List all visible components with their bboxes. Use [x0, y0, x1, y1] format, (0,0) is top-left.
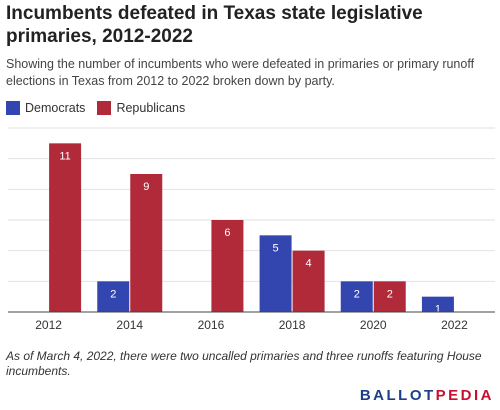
data-label-democrats-2018: 5	[273, 242, 279, 254]
data-label-democrats-2022: 1	[435, 304, 441, 316]
logo-part-ballot: BALLOT	[359, 387, 436, 404]
legend-item-republicans: Republicans	[97, 101, 185, 115]
bar-republicans-2018	[292, 250, 325, 312]
bar-republicans-2016	[211, 220, 244, 312]
chart-title: Incumbents defeated in Texas state legis…	[6, 3, 423, 47]
x-tick-label-2020: 2020	[360, 318, 387, 332]
data-label-democrats-2020: 2	[354, 288, 360, 300]
legend: Democrats Republicans	[6, 101, 197, 115]
data-label-democrats-2014: 2	[110, 288, 116, 300]
chart-subtitle: Showing the number of incumbents who wer…	[6, 57, 475, 88]
legend-label-democrats: Democrats	[25, 101, 86, 115]
bar-democrats-2022	[421, 296, 454, 312]
legend-label-republicans: Republicans	[116, 101, 186, 115]
bar-republicans-2012	[49, 143, 82, 312]
x-tick-label-2014: 2014	[116, 318, 143, 332]
footnote: As of March 4, 2022, there were two unca…	[6, 349, 482, 378]
data-label-republicans-2020: 2	[387, 288, 393, 300]
data-label-republicans-2016: 6	[224, 227, 230, 239]
x-tick-label-2016: 2016	[198, 318, 225, 332]
bar-republicans-2020	[373, 281, 406, 312]
bar-democrats-2020	[340, 281, 373, 312]
legend-swatch-democrats	[6, 101, 20, 115]
ballotpedia-logo: BALLOTPEDIA	[360, 387, 494, 404]
data-label-republicans-2012: 11	[59, 150, 70, 162]
bar-democrats-2014	[97, 281, 130, 312]
data-label-republicans-2018: 4	[306, 258, 312, 270]
logo-part-pedia: PEDIA	[435, 387, 494, 404]
x-tick-label-2018: 2018	[279, 318, 306, 332]
x-tick-label-2022: 2022	[441, 318, 468, 332]
bar-democrats-2018	[259, 235, 292, 312]
legend-item-democrats: Democrats	[6, 101, 85, 115]
x-tick-label-2012: 2012	[35, 318, 62, 332]
bar-republicans-2014	[130, 174, 163, 312]
data-label-republicans-2014: 9	[143, 181, 149, 193]
legend-swatch-republicans	[97, 101, 112, 115]
